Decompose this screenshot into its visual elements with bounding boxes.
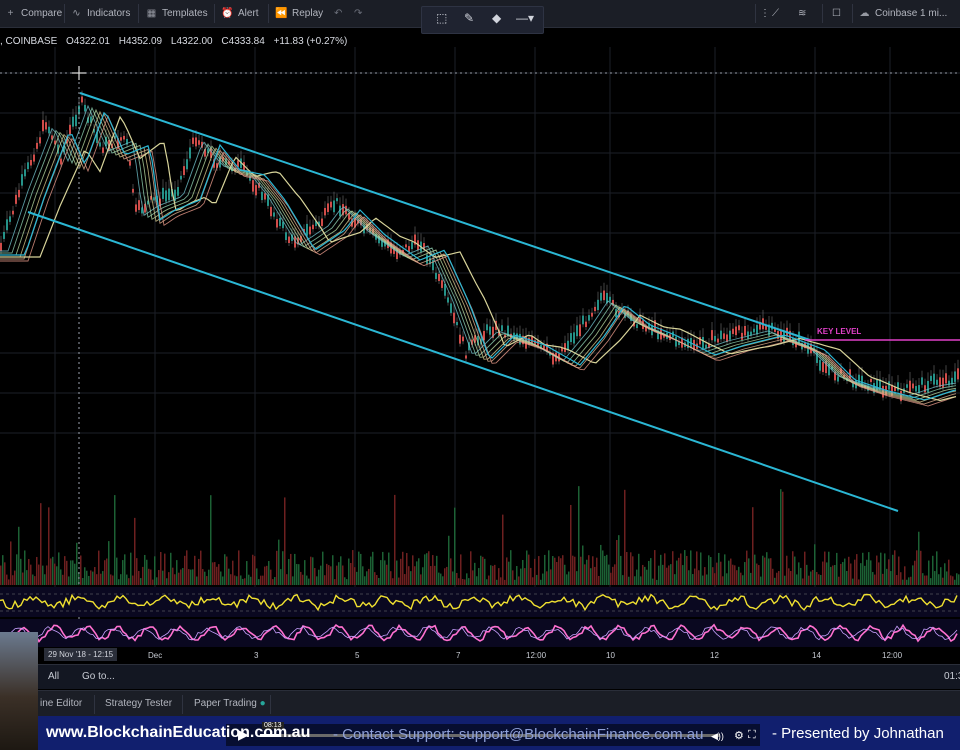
alarm-clock-icon: ⏰ <box>221 8 234 19</box>
templates-icon: ▦ <box>146 8 157 19</box>
plus-icon: + <box>7 8 14 19</box>
multi-line-icon: ≋ <box>798 8 807 19</box>
undo-button[interactable]: ↶ <box>334 0 342 27</box>
x-axis-label: 3 <box>254 651 259 660</box>
drag-dots-icon: ⋮ <box>760 8 770 19</box>
drag-handle[interactable]: ⋮ <box>760 0 770 27</box>
volume-icon[interactable]: ◀)) <box>711 731 724 741</box>
redo-button[interactable]: ↷ <box>354 0 362 27</box>
channel-lower-line <box>27 211 899 512</box>
line-tool-button[interactable]: ⟋ <box>772 0 779 27</box>
moving-averages <box>0 104 957 407</box>
tab-pine-editor[interactable]: ine Editor <box>40 698 83 709</box>
crosshair-date-label: 29 Nov '18 - 12:15 <box>44 648 118 661</box>
high-value: H4352.09 <box>118 36 163 47</box>
tab-paper-trading[interactable]: Paper Trading ● <box>194 698 266 709</box>
price-chart[interactable]: KEY LEVEL <box>0 27 960 664</box>
close-value: C4333.84 <box>221 36 265 47</box>
volume-bars <box>0 486 960 585</box>
x-axis-label: 14 <box>812 651 821 660</box>
low-value: L4322.00 <box>170 36 213 47</box>
floating-drawing-toolbar: ⬚ ✎ ◆ —▾ <box>421 6 544 34</box>
checkbox-button[interactable]: ☐ <box>832 0 841 27</box>
tab-strategy-tester[interactable]: Strategy Tester <box>105 698 173 709</box>
oscillator-line-2b <box>0 625 958 641</box>
line-style-icon[interactable]: —▾ <box>516 11 535 25</box>
oscillator-pane-2 <box>0 619 960 647</box>
crosshair-cursor-icon <box>72 66 86 80</box>
banner-contact: - Contact Support: support@BlockchainFin… <box>333 726 704 743</box>
x-axis-label: 12:00 <box>882 651 903 660</box>
square-icon: ☐ <box>832 8 841 19</box>
clock-time: 01:3 <box>944 671 960 682</box>
change-value: +11.83 (+0.27%) <box>273 36 348 47</box>
x-axis-label: 12:00 <box>526 651 547 660</box>
redo-icon: ↷ <box>354 8 363 19</box>
open-value: O4322.01 <box>66 36 110 47</box>
pencil-icon[interactable]: ✎ <box>464 11 475 25</box>
select-tool-icon[interactable]: ⬚ <box>436 11 448 25</box>
banner-url: www.BlockchainEducation.com.au <box>46 724 311 741</box>
key-level-label: KEY LEVEL <box>817 327 861 336</box>
x-axis-label: 10 <box>606 651 615 660</box>
video-progress-track[interactable] <box>260 734 720 737</box>
goto-button[interactable]: Go to... <box>82 671 115 682</box>
webcam-overlay <box>0 632 38 750</box>
ohlc-legend: , COINBASE O4322.01 H4352.09 L4322.00 C4… <box>0 36 353 47</box>
replay-icon: ⏪ <box>275 8 288 19</box>
video-progress-fill <box>260 734 280 737</box>
compare-button[interactable]: + Compare <box>4 0 63 27</box>
replay-button[interactable]: ⏪ Replay <box>275 0 323 27</box>
channel-upper-line <box>79 92 811 341</box>
settings-gear-icon[interactable]: ⚙ <box>734 730 744 742</box>
x-axis-label: 5 <box>355 651 360 660</box>
bottom-bar: All Go to... 01:3 <box>0 664 960 689</box>
chart-layout-button[interactable]: ☁ Coinbase 1 mi... <box>858 0 948 27</box>
cloud-icon: ☁ <box>859 8 870 19</box>
trend-line-icon: ⟋ <box>772 8 779 19</box>
templates-button[interactable]: ▦ Templates <box>145 0 208 27</box>
bottom-panel-tabs: ine Editor Strategy Tester Paper Trading… <box>0 690 960 717</box>
indicators-button[interactable]: ∿ Indicators <box>70 0 130 27</box>
symbol-label[interactable]: , COINBASE <box>0 36 58 47</box>
fullscreen-icon[interactable]: ⛶ <box>748 729 756 741</box>
banner-presenter: - Presented by Johnathan <box>772 725 944 742</box>
range-all-button[interactable]: All <box>48 671 60 682</box>
oscillator-line-2 <box>0 623 958 643</box>
fill-bucket-icon[interactable]: ◆ <box>492 11 502 25</box>
video-controls: ▶ 08:13 <box>226 722 760 746</box>
chart-grid <box>0 47 960 587</box>
multi-line-tool-button[interactable]: ≋ <box>798 0 806 27</box>
x-axis-label: 12 <box>710 651 719 660</box>
indicator-wave-icon: ∿ <box>72 8 81 19</box>
alert-button[interactable]: ⏰ Alert <box>221 0 258 27</box>
x-axis-label: Dec <box>148 651 163 660</box>
video-time-tooltip: 08:13 <box>262 722 284 729</box>
play-icon[interactable]: ▶ <box>238 726 249 742</box>
x-axis-label: 7 <box>456 651 461 660</box>
undo-icon: ↶ <box>334 8 343 19</box>
oscillator-line-1 <box>0 593 958 612</box>
status-dot-icon: ● <box>259 698 266 709</box>
